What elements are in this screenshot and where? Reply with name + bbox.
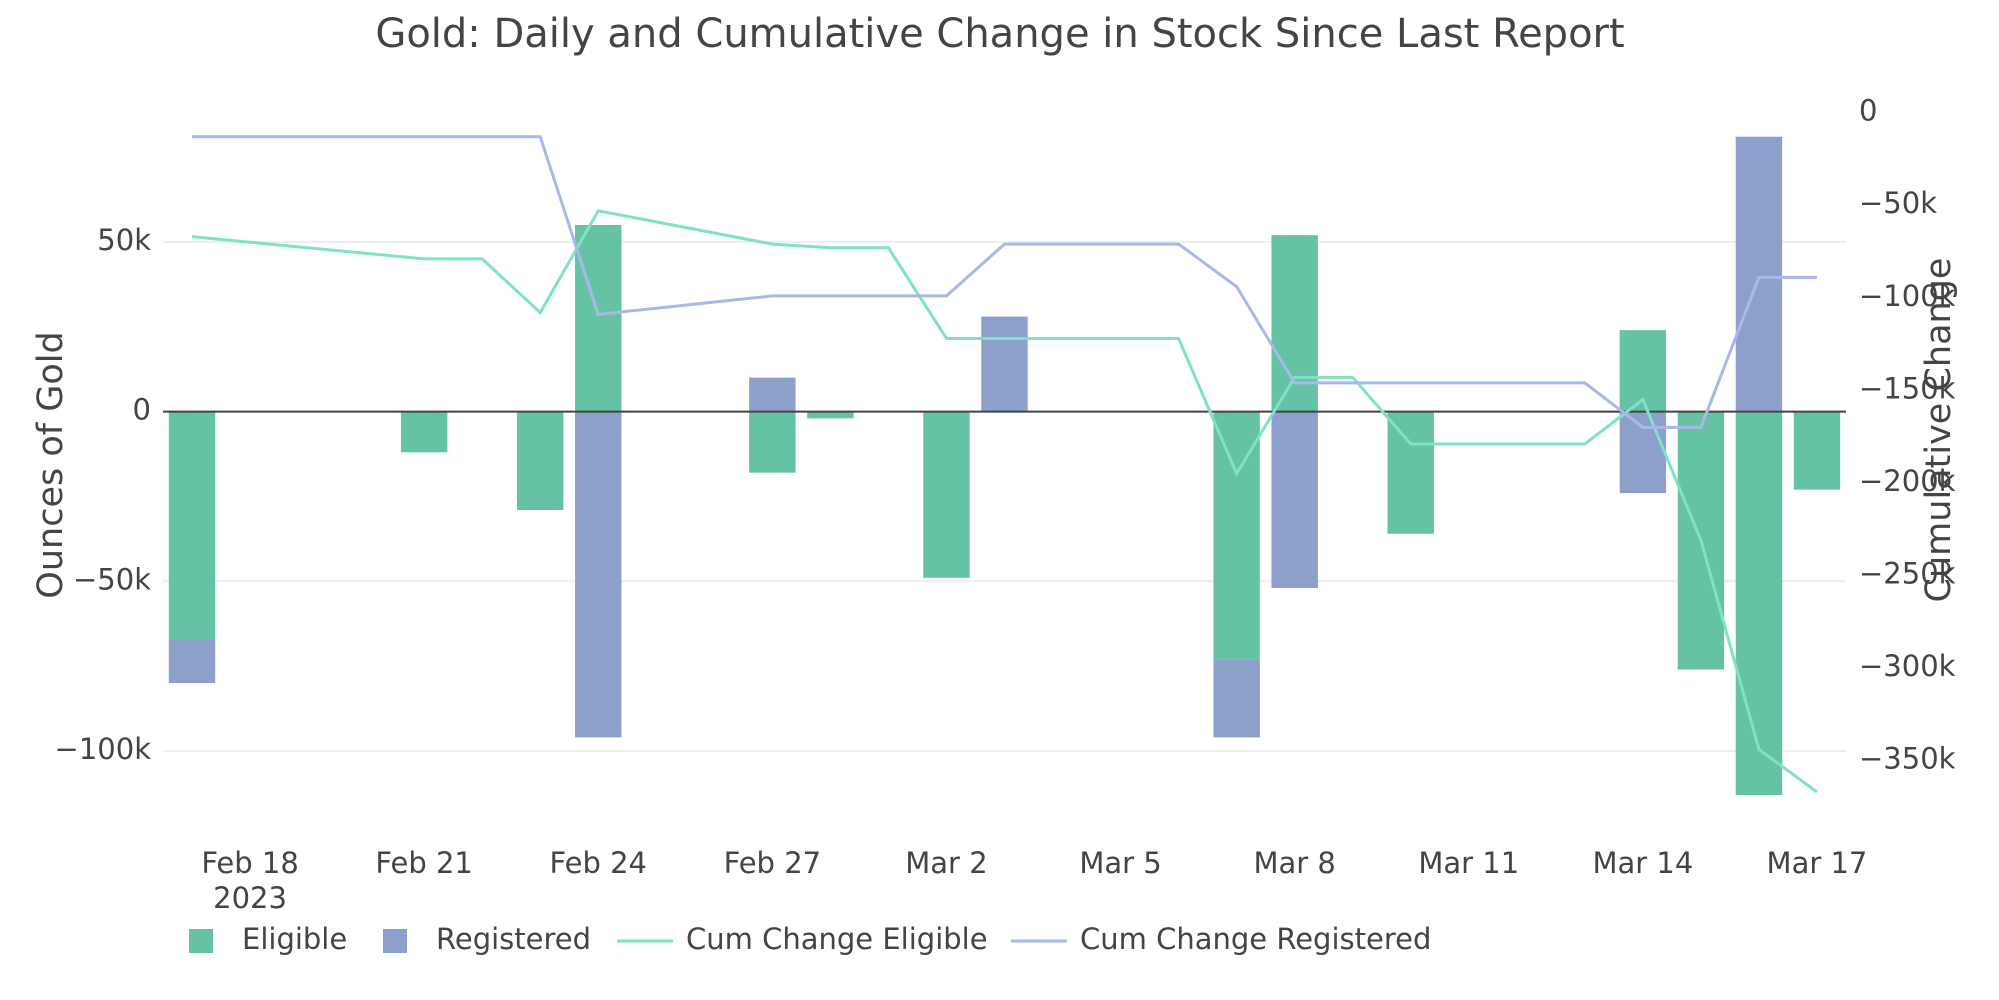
y-axis-title: Ounces of Gold: [31, 331, 71, 598]
y-tick-label: 0: [133, 393, 151, 427]
y2-tick-label: −350k: [1859, 742, 1956, 776]
y2-axis-title: Cumulative Change: [1919, 258, 1959, 603]
bar: [400, 411, 448, 453]
legend-label: Cum Change Eligible: [686, 922, 988, 956]
bar: [1793, 411, 1841, 490]
line: [191, 209, 1818, 794]
y2-tick-label: −250k: [1859, 556, 1956, 590]
bar: [168, 638, 216, 684]
y-tick-label: 50k: [97, 223, 151, 257]
bar: [749, 377, 796, 412]
x-tick-label: Mar 11: [1418, 846, 1519, 880]
bar: [517, 411, 564, 511]
y2-tick-label: −200k: [1859, 464, 1956, 498]
bar: [807, 411, 854, 419]
bar: [1735, 411, 1783, 796]
bar: [923, 411, 970, 578]
bar: [575, 224, 622, 412]
y-tick-label: −50k: [73, 562, 151, 596]
line: [192, 135, 1817, 429]
y2-tick-label: 0: [1859, 94, 1877, 128]
legend-swatch: [189, 929, 213, 953]
bar: [168, 411, 216, 639]
x-tick-label: Feb 21: [375, 846, 472, 880]
bar: [749, 411, 796, 473]
legend-swatch: [383, 929, 407, 953]
chart-title: Gold: Daily and Cumulative Change in Sto…: [375, 11, 1624, 57]
bar: [1213, 659, 1260, 738]
x-tick-label: Mar 2: [905, 846, 987, 880]
x-tick-label: Feb 24: [550, 846, 647, 880]
bar: [1271, 235, 1318, 412]
bar: [1387, 411, 1434, 534]
y2-tick-label: −150k: [1859, 371, 1956, 405]
x-tick-label: Feb 18 2023: [201, 846, 298, 915]
bar: [1271, 411, 1318, 589]
x-tick-label: Feb 27: [724, 846, 821, 880]
bar: [1619, 411, 1667, 494]
legend-label: Cum Change Registered: [1080, 922, 1431, 956]
x-tick-label: Mar 17: [1767, 846, 1868, 880]
legend-label: Eligible: [242, 922, 347, 956]
y-tick-label: −100k: [55, 732, 152, 766]
x-tick-label: Mar 5: [1079, 846, 1161, 880]
bar: [575, 411, 622, 738]
y2-tick-label: −50k: [1859, 186, 1937, 220]
x-tick-label: Mar 8: [1253, 846, 1335, 880]
x-tick-label: Mar 14: [1592, 846, 1693, 880]
y2-tick-label: −300k: [1859, 649, 1956, 683]
bar: [1735, 136, 1783, 412]
bar: [1213, 411, 1260, 660]
legend-label: Registered: [436, 922, 591, 956]
bar: [981, 316, 1028, 412]
y2-tick-label: −100k: [1859, 279, 1956, 313]
